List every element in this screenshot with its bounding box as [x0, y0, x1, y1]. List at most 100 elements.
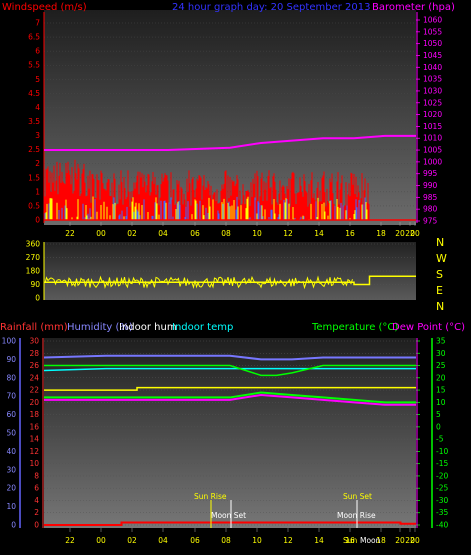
time-tick-label-p3: 08 — [221, 536, 231, 545]
temperature-tick-label: 30 — [436, 349, 446, 358]
humidity-tick-label: 60 — [6, 410, 16, 419]
time-tick-label-p1: 22 — [65, 229, 75, 238]
time-tick-label-p1: 12 — [283, 229, 293, 238]
barometer-tick-label: 995 — [423, 169, 438, 178]
direction-tick-label: 270 — [26, 253, 41, 262]
humidity-tick-label: 50 — [6, 429, 16, 438]
rainfall-line — [44, 521, 416, 526]
rain-tick-label: 14 — [29, 435, 39, 444]
time-tick-label-p3: 14 — [314, 536, 324, 545]
dew-point-label: Dew Point (°C) — [392, 322, 465, 333]
time-tick-label-p1: 08 — [221, 229, 231, 238]
barometer-tick-label: 1015 — [423, 122, 442, 131]
rain-tick-label: 6 — [34, 484, 39, 493]
barometer-tick-label: 1060 — [423, 16, 442, 25]
humidity-tick-label: 20 — [6, 484, 16, 493]
time-tick-label-p1: 04 — [158, 229, 168, 238]
direction-tick-label: 360 — [26, 240, 41, 249]
wind-tick-label: 2.5 — [28, 145, 40, 154]
rain-tick-label: 20 — [29, 398, 39, 407]
compass-label: W — [436, 252, 447, 265]
temp-panel-bg — [44, 338, 416, 528]
barometer-label: Barometer (hpa) — [372, 2, 455, 13]
rain-tick-label: 0 — [34, 521, 39, 530]
windspeed-label: Windspeed (m/s) — [2, 2, 87, 13]
sun-rise-label: Sun Rise — [194, 492, 227, 501]
temperature-line — [44, 391, 416, 404]
temperature-tick-label: -20 — [436, 471, 448, 480]
humidity-line — [43, 354, 416, 361]
wind-tick-label: 2 — [35, 159, 40, 168]
temperature-tick-label: 0 — [436, 422, 441, 431]
time-tick-label-p1: 02 — [127, 229, 137, 238]
rain-tick-label: 12 — [29, 447, 39, 456]
direction-tick-label: 0 — [35, 294, 40, 303]
wind-tick-label: 6 — [35, 47, 40, 56]
direction-tick-label: 90 — [30, 280, 40, 289]
time-tick-label-p1: 10 — [252, 229, 262, 238]
barometer-tick-label: 1020 — [423, 110, 442, 119]
time-tick-label-p3: 06 — [190, 536, 200, 545]
humidity-tick-label: 0 — [11, 521, 16, 530]
wind-tick-label: 6.5 — [28, 33, 40, 42]
barometer-tick-label: 1030 — [423, 86, 442, 95]
rain-tick-label: 18 — [29, 410, 39, 419]
time-tick-label-p3: 00 — [96, 536, 106, 545]
rain-tick-label: 2 — [34, 508, 39, 517]
temperature-tick-label: -30 — [436, 496, 448, 505]
barometer-line — [44, 134, 416, 152]
time-tick-label-p1: 06 — [190, 229, 200, 238]
temperature-tick-label: -5 — [436, 435, 444, 444]
time-tick-label-p1: 00 — [410, 229, 420, 238]
barometer-tick-label: 990 — [423, 181, 438, 190]
compass-label: S — [436, 268, 443, 281]
wind-tick-label: 4 — [35, 103, 40, 112]
bottom-moon-label: Moon — [360, 536, 381, 545]
rain-tick-label: 30 — [29, 337, 39, 346]
rain-tick-label: 26 — [29, 361, 39, 370]
wind-tick-label: 0.5 — [28, 201, 40, 210]
rain-tick-label: 16 — [29, 422, 39, 431]
barometer-tick-label: 1005 — [423, 146, 442, 155]
rainfall-label: Rainfall (mm) — [0, 322, 68, 333]
barometer-tick-label: 980 — [423, 205, 438, 214]
rain-tick-label: 28 — [29, 349, 39, 358]
time-tick-label-p1: 22 — [405, 229, 415, 238]
wind-tick-label: 1 — [35, 187, 40, 196]
humidity-tick-label: 100 — [2, 337, 17, 346]
compass-label: E — [436, 284, 443, 297]
time-tick-label-p3: 18 — [376, 536, 386, 545]
barometer-tick-label: 1000 — [423, 157, 442, 166]
humidity-tick-label: 40 — [6, 447, 16, 456]
humidity-label: Humidity (%) — [67, 322, 133, 333]
rain-tick-label: 10 — [29, 459, 39, 468]
barometer-tick-label: 1040 — [423, 63, 442, 72]
temperature-tick-label: 35 — [436, 337, 446, 346]
temperature-tick-label: -25 — [436, 484, 448, 493]
time-tick-label-p1: 14 — [314, 229, 324, 238]
moon-set-label: Moon Set — [211, 511, 246, 520]
barometer-tick-label: 1035 — [423, 75, 442, 84]
wind-tick-label: 3.5 — [28, 117, 40, 126]
indoor-hum-label: Indoor hum — [119, 322, 177, 333]
barometer-tick-label: 1050 — [423, 39, 442, 48]
temperature-tick-label: 25 — [436, 361, 446, 370]
chart-marks: 76.565.554.543.532.521.510.5010601055105… — [2, 12, 448, 545]
temperature-tick-label: 20 — [436, 373, 446, 382]
humidity-tick-label: 10 — [6, 502, 16, 511]
temperature-tick-label: -15 — [436, 459, 448, 468]
indoor-temp-low-line — [44, 386, 416, 391]
rain-tick-label: 22 — [29, 386, 39, 395]
wind-tick-label: 4.5 — [28, 89, 40, 98]
time-tick-label-p3: 02 — [127, 536, 137, 545]
time-tick-label-p3: 16 — [345, 536, 355, 545]
wind-tick-label: 0 — [35, 216, 40, 225]
wind-tick-label: 5 — [35, 75, 40, 84]
time-tick-label-p3: 10 — [252, 536, 262, 545]
sun-set-label: Sun Set — [343, 492, 372, 501]
bottom-sun-label: Sun — [343, 536, 358, 545]
wind-tick-label: 1.5 — [28, 173, 40, 182]
temperature-tick-label: 5 — [436, 410, 441, 419]
time-tick-label-p3: 04 — [158, 536, 168, 545]
